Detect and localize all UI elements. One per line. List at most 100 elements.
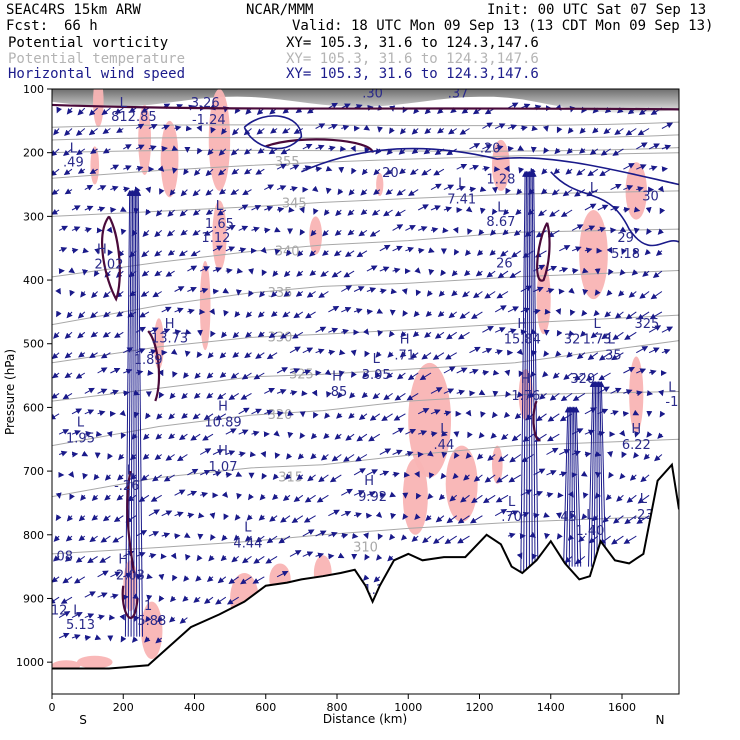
pv-label: H [400,333,410,348]
wind-vector [366,469,378,476]
field-pv-xy: XY= 105.3, 31.6 to 124.3,147.6 [286,35,539,51]
wind-vector [297,453,305,460]
pv-label: L [497,200,505,215]
pv-label: L [608,333,616,348]
wind-vector [333,250,342,257]
wind-vector [257,147,265,154]
pv-contour [121,585,139,619]
wind-vector [326,391,332,398]
wind-vector [145,186,152,194]
wind-vector [590,331,599,339]
wind-vector [632,409,640,416]
wind-vector [636,368,647,374]
wind-vector [368,433,381,442]
wind-vector [415,492,422,500]
wind-vector [623,206,631,213]
wind-vector [580,470,588,477]
wind-vector [446,331,457,340]
wind-vector [187,490,198,497]
wind-vector [399,351,407,358]
wind-vector [313,411,319,419]
wind-vector [517,145,525,151]
pv-contour [52,103,679,111]
wind-vector [402,310,409,317]
wind-vector [467,431,473,439]
wind-vector [383,209,393,217]
wind-vector [636,142,648,150]
wind-vector [179,617,188,624]
pv-label: L [668,381,676,396]
pv-label: -1 [665,395,678,410]
wind-vector [255,352,265,359]
wind-vector [272,270,279,277]
wind-vector [438,290,446,297]
wind-vector [235,471,243,477]
terrain-line [52,462,679,670]
wind-vector [584,247,593,254]
wind-vector [75,555,86,563]
wind-vector [516,188,523,195]
wind-vector [133,615,140,622]
wind-vector [507,532,516,539]
wind-vector [206,575,214,582]
wind-vector [119,409,126,417]
wind-vector [581,309,588,317]
wind-vector [63,148,73,157]
wind-vector [369,229,381,237]
wind-vector [110,207,117,213]
wind-vector [187,512,195,519]
wind-vector [230,148,240,156]
wind-vector [498,454,509,462]
wind-vector [303,515,316,523]
wind-vector [200,491,209,498]
wind-vector [58,450,68,457]
wind-vector [402,513,409,520]
wind-vector [494,123,506,129]
wind-vector [379,266,390,273]
wind-vector [556,126,563,134]
wind-vector [322,249,329,256]
wind-vector [203,596,214,604]
wind-vector [75,128,86,136]
wind-vector [636,346,649,354]
wind-vector [598,372,611,381]
pv-label: .08 [52,549,73,564]
wind-vector [576,352,586,360]
wind-vector [161,145,168,152]
wind-vector [324,412,331,419]
terrain-fill [52,464,679,694]
wind-vector [297,250,304,257]
wind-vector [144,636,151,643]
wind-vector [619,269,626,276]
wind-vector [287,431,294,439]
wind-vector [350,349,357,357]
wind-vector [161,124,170,131]
wind-vector [114,331,124,338]
wind-vector [405,246,415,253]
wind-vector [559,449,571,455]
wind-vector [347,229,355,236]
y-tick-label: 500 [23,338,44,351]
wind-vector [590,380,598,567]
wind-vector [184,350,191,357]
wind-vector [469,390,476,397]
wind-vector [251,205,262,211]
wind-vector [129,290,137,297]
wind-vector [118,453,125,461]
wind-vector [210,534,216,541]
wind-vector [135,123,145,130]
wind-vector [633,451,640,459]
x-tick-label: 400 [184,701,205,714]
wind-vector [494,305,507,313]
wind-vector [53,331,60,339]
wind-vector [331,270,342,278]
wind-vector [264,409,274,416]
wind-vector [369,413,381,421]
wind-vector [145,412,152,420]
wind-vector [652,270,663,279]
wind-vector [592,380,599,567]
wind-vector [78,351,86,358]
pv-label: 1.40 [575,524,604,539]
wind-vector [203,229,214,236]
wind-vector [353,490,365,496]
